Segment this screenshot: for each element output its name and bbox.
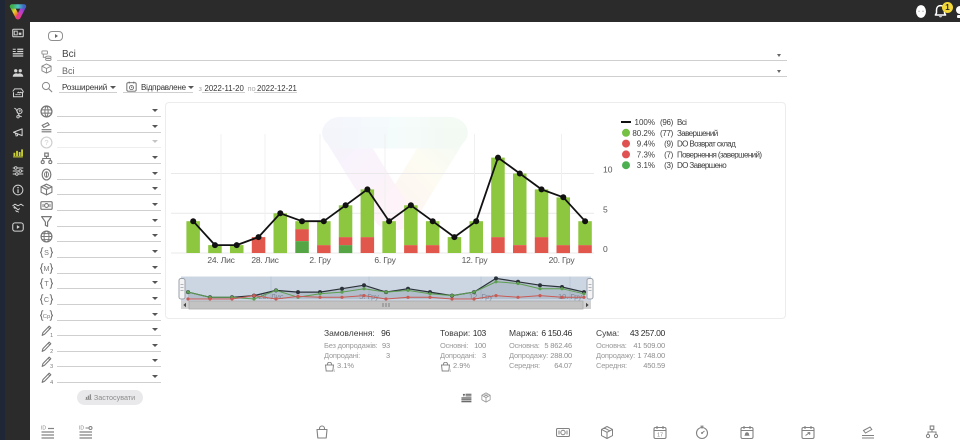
svg-text:ID: ID: [79, 426, 84, 432]
svg-text:DO Возврат склад: DO Возврат склад: [677, 140, 736, 149]
svg-text:0: 0: [603, 244, 608, 254]
svg-text:28. Лис: 28. Лис: [251, 255, 279, 265]
svg-text:24. Лис: 24. Лис: [207, 255, 235, 265]
svg-text:(77): (77): [660, 129, 674, 138]
svg-text:M: M: [44, 265, 50, 273]
svg-text:3: 3: [50, 364, 53, 368]
svg-text:Повернення (завершений): Повернення (завершений): [677, 150, 762, 159]
svg-text:ID: ID: [41, 426, 46, 432]
svg-text:6. Гру: 6. Гру: [374, 255, 396, 265]
svg-text:12. Гру: 12. Гру: [462, 255, 489, 265]
svg-text:10: 10: [603, 165, 613, 175]
svg-text:100%: 100%: [635, 118, 655, 127]
svg-text:17: 17: [657, 433, 663, 439]
svg-text:80.2%: 80.2%: [632, 129, 655, 138]
svg-text:S: S: [44, 249, 49, 257]
svg-text:?: ?: [44, 139, 48, 148]
svg-text:(7): (7): [664, 150, 674, 159]
svg-text:Всі: Всі: [677, 118, 687, 127]
svg-text:2. Гру: 2. Гру: [309, 255, 331, 265]
svg-text:5: 5: [603, 204, 608, 214]
svg-text:(3): (3): [664, 161, 674, 170]
svg-text:28. Лис: 28. Лис: [258, 292, 284, 301]
svg-text:4: 4: [50, 380, 53, 384]
svg-text:(9): (9): [664, 140, 674, 149]
svg-text:20. Гру: 20. Гру: [549, 255, 576, 265]
svg-text:1: 1: [50, 333, 53, 337]
svg-text:19. Гру: 19. Гру: [558, 292, 582, 301]
svg-text:x: x: [334, 368, 335, 372]
svg-text:12. Гру: 12. Гру: [469, 292, 493, 301]
svg-text:Завершений: Завершений: [677, 129, 718, 138]
svg-text:T: T: [44, 280, 49, 288]
svg-text:9.4%: 9.4%: [637, 140, 655, 149]
svg-text:3.1%: 3.1%: [637, 161, 655, 170]
svg-text:2: 2: [50, 349, 53, 353]
svg-text:7.3%: 7.3%: [637, 150, 655, 159]
svg-text:x: x: [450, 368, 451, 372]
svg-text:DO Завершено: DO Завершено: [677, 161, 727, 170]
svg-text:(96): (96): [660, 118, 674, 127]
svg-text:Cp: Cp: [43, 313, 50, 319]
svg-text:C: C: [44, 296, 49, 304]
